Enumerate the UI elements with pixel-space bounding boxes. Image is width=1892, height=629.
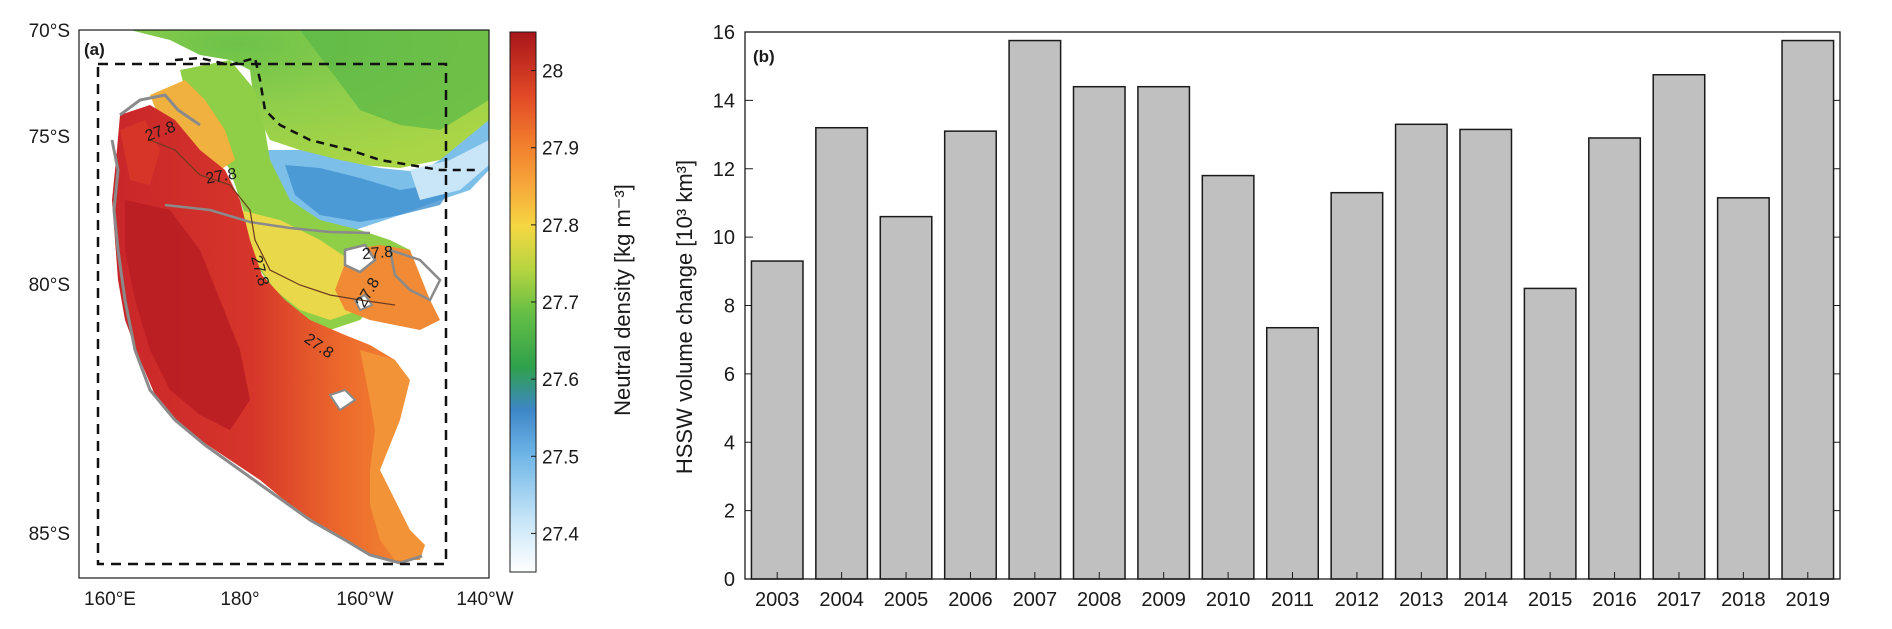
colorbar-tick-label: 27.5 [542,447,579,468]
bar-y-ticks: 0 2 4 6 8 10 12 14 16 [713,22,1840,591]
y-tick-label: 14 [713,90,735,112]
bar-2018 [1716,197,1770,580]
map-panel: 27.8 27.8 27.8 27.8 27.8 27.8 (a) 70°S 7… [29,21,514,610]
map-axes-frame [78,29,490,579]
x-tick-label: 160°W [336,589,393,610]
x-tick-label: 2012 [1335,589,1380,611]
y-tick-label: 2 [724,501,735,523]
y-tick-label: 80°S [29,275,70,296]
bar-2012 [1330,191,1384,580]
x-tick-label: 160°E [84,589,136,610]
colorbar-tick-label: 27.8 [542,216,579,237]
colorbar-label: Neutral density [kg m⁻³] [610,184,635,416]
colorbar-tick-label: 28 [542,62,563,83]
x-tick-label: 2017 [1657,589,1702,611]
map-y-ticks: 70°S 75°S 80°S 85°S [29,21,70,545]
colorbar-tick-label: 27.7 [542,293,579,314]
x-tick-label: 2003 [755,589,800,611]
y-tick-label: 75°S [29,127,70,148]
x-tick-label: 2005 [884,589,929,611]
x-tick-label: 2018 [1721,589,1766,611]
colorbar-ticks: 28 27.9 27.8 27.7 27.6 27.5 27.4 [531,62,579,545]
bar-2008 [1072,85,1126,580]
bar-2009 [1137,85,1191,580]
density-field [79,30,489,565]
bar-2007 [1008,39,1062,580]
contour-label: 27.8 [204,165,238,187]
y-tick-label: 12 [713,159,735,181]
bar-axes-frame [744,31,1841,580]
x-tick-label: 2010 [1206,589,1251,611]
bar-2006 [943,130,997,580]
y-axis-label: HSSW volume change [10³ km³] [672,160,697,474]
bar-2016 [1588,137,1642,580]
y-tick-label: 10 [713,227,735,249]
x-tick-label: 2015 [1528,589,1573,611]
bar-2011 [1265,326,1320,580]
x-tick-label: 180° [220,589,259,610]
bar-chart-panel: HSSW volume change [10³ km³] 0 2 4 6 8 10 12 14… [672,22,1841,611]
panel-label-a: (a) [84,40,105,59]
bar-2005 [879,215,933,580]
y-tick-label: 4 [724,432,735,454]
bar-2014 [1459,128,1513,580]
bar-2003 [750,260,804,580]
x-tick-label: 140°W [456,589,513,610]
y-tick-label: 0 [724,569,735,591]
x-tick-label: 2008 [1077,589,1122,611]
x-tick-label: 2006 [948,589,993,611]
colorbar-tick-label: 27.4 [542,524,579,545]
bar-2004 [815,126,869,580]
contour-label: 27.8 [361,244,394,264]
colorbar-tick-label: 27.6 [542,370,579,391]
colorbar-tick-label: 27.9 [542,139,579,160]
bars [750,39,1835,580]
y-tick-label: 8 [724,296,735,318]
x-tick-label: 2019 [1786,589,1831,611]
bar-2013 [1394,123,1448,580]
x-tick-label: 2013 [1399,589,1444,611]
x-tick-label: 2016 [1592,589,1637,611]
region-box [96,62,448,566]
y-tick-label: 85°S [29,524,70,545]
bar-2017 [1652,73,1706,580]
x-tick-label: 2004 [819,589,864,611]
map-x-ticks: 160°E 180° 160°W 140°W [84,589,514,610]
y-tick-label: 6 [724,364,735,386]
bar-2019 [1781,39,1835,580]
bar-x-ticks: 2003 2004 2005 2006 2007 2008 2009 2010 2011 2012… [755,572,1830,611]
y-tick-label: 16 [713,22,735,44]
panel-label-b: (b) [753,47,775,66]
x-tick-label: 2009 [1141,589,1186,611]
x-tick-label: 2011 [1271,589,1314,611]
x-tick-label: 2007 [1013,589,1058,611]
x-tick-label: 2014 [1463,589,1508,611]
bar-2010 [1201,174,1255,580]
y-tick-label: 70°S [29,21,70,42]
bar-2015 [1523,287,1577,580]
colorbar: 28 27.9 27.8 27.7 27.6 27.5 27.4 Neutral densi… [509,31,635,573]
